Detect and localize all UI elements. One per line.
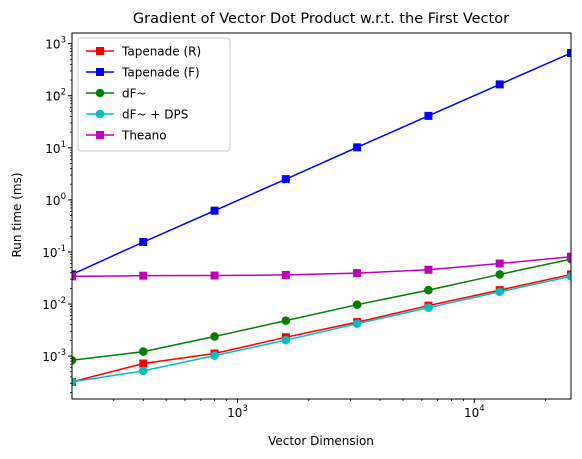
legend-box bbox=[77, 37, 231, 152]
tick-exponent: -1 bbox=[58, 244, 66, 254]
tick-base: 10 bbox=[45, 194, 60, 208]
data-point bbox=[495, 270, 505, 279]
tick-exponent: 3 bbox=[61, 36, 66, 46]
x-tick-label: 104 bbox=[464, 404, 485, 420]
data-point bbox=[139, 359, 148, 368]
tick-base: 10 bbox=[42, 350, 57, 364]
series-df-dps bbox=[72, 272, 571, 387]
legend-entry: Tapenade (R) bbox=[86, 45, 201, 59]
data-point bbox=[139, 238, 148, 247]
tick-exponent: -2 bbox=[58, 296, 66, 306]
data-point bbox=[495, 80, 504, 89]
tick-exponent: 3 bbox=[242, 404, 247, 414]
data-point bbox=[424, 265, 433, 274]
plot-frame bbox=[71, 32, 572, 400]
data-point bbox=[352, 319, 362, 328]
data-point bbox=[138, 366, 148, 376]
tick-exponent: -3 bbox=[58, 348, 66, 358]
data-point bbox=[281, 175, 290, 184]
series-line bbox=[72, 273, 571, 383]
data-point bbox=[210, 351, 219, 360]
data-point bbox=[424, 111, 433, 120]
data-point bbox=[352, 300, 362, 310]
data-point bbox=[72, 377, 77, 387]
legend-label: Theano bbox=[121, 129, 167, 143]
y-tick-label: 103 bbox=[45, 36, 66, 52]
data-point bbox=[72, 272, 76, 281]
series-line bbox=[72, 275, 571, 383]
y-tick-label: 100 bbox=[45, 192, 66, 208]
data-point bbox=[281, 270, 290, 279]
y-tick-label: 10-3 bbox=[42, 348, 66, 364]
series-line bbox=[72, 258, 571, 362]
tick-exponent: 4 bbox=[479, 404, 484, 414]
y-tick-label: 102 bbox=[45, 88, 66, 104]
tick-base: 10 bbox=[42, 246, 57, 260]
data-point bbox=[567, 252, 571, 261]
legend-entry: Tapenade (F) bbox=[86, 66, 200, 80]
data-point bbox=[210, 332, 219, 341]
series-line bbox=[72, 52, 571, 276]
series-df bbox=[72, 254, 571, 365]
y-tick-label: 101 bbox=[45, 140, 66, 156]
data-point bbox=[281, 316, 291, 325]
legend-entry: Theano bbox=[86, 129, 167, 143]
tick-exponent: 0 bbox=[61, 192, 66, 202]
legend-entry: dF~ + DPS bbox=[86, 108, 188, 122]
legend-swatch-marker bbox=[95, 88, 105, 98]
data-point bbox=[72, 356, 77, 365]
x-tick-label: 103 bbox=[227, 404, 248, 420]
x-axis-label: Vector Dimension bbox=[268, 434, 374, 448]
tick-base: 10 bbox=[464, 406, 479, 420]
data-point bbox=[210, 206, 219, 215]
data-point bbox=[566, 272, 571, 281]
tick-base: 10 bbox=[45, 90, 60, 104]
legend-entry: dF~ bbox=[86, 87, 147, 101]
series-tapenade-f bbox=[72, 49, 571, 279]
legend-label: Tapenade (F) bbox=[121, 66, 200, 80]
legend-swatch-marker bbox=[96, 47, 104, 55]
y-axis-label: Run time (ms) bbox=[10, 172, 24, 257]
y-tick-label: 10-2 bbox=[42, 296, 66, 312]
series-group bbox=[72, 49, 571, 387]
data-point bbox=[495, 287, 505, 297]
plot-area bbox=[71, 32, 572, 400]
series-line bbox=[72, 255, 571, 278]
legend-swatch-marker bbox=[95, 109, 105, 119]
tick-exponent: 2 bbox=[61, 88, 66, 98]
chart-title: Gradient of Vector Dot Product w.r.t. th… bbox=[133, 11, 509, 27]
legend-swatch-marker bbox=[96, 68, 104, 76]
data-point bbox=[281, 335, 291, 345]
data-point bbox=[353, 143, 362, 152]
data-point bbox=[495, 259, 504, 268]
series-theano bbox=[72, 252, 571, 281]
legend-label: dF~ bbox=[122, 87, 147, 101]
legend: Tapenade (R) Tapenade (F) dF~ dF~ + DPS Thea… bbox=[77, 37, 231, 152]
data-point bbox=[210, 271, 219, 280]
legend-label: Tapenade (R) bbox=[121, 45, 201, 59]
legend-swatch-marker bbox=[96, 131, 104, 139]
data-point bbox=[424, 303, 433, 312]
tick-base: 10 bbox=[42, 298, 57, 312]
x-axis: 103 104 bbox=[113, 399, 547, 420]
data-point bbox=[424, 285, 433, 295]
data-point bbox=[567, 49, 571, 58]
data-point bbox=[139, 271, 148, 280]
data-point bbox=[138, 347, 148, 356]
y-tick-label: 10-1 bbox=[42, 244, 66, 260]
tick-exponent: 1 bbox=[61, 140, 66, 150]
tick-base: 10 bbox=[45, 142, 60, 156]
tick-base: 10 bbox=[227, 406, 242, 420]
tick-base: 10 bbox=[45, 38, 60, 52]
legend-label: dF~ + DPS bbox=[122, 108, 188, 122]
data-point bbox=[353, 269, 362, 278]
